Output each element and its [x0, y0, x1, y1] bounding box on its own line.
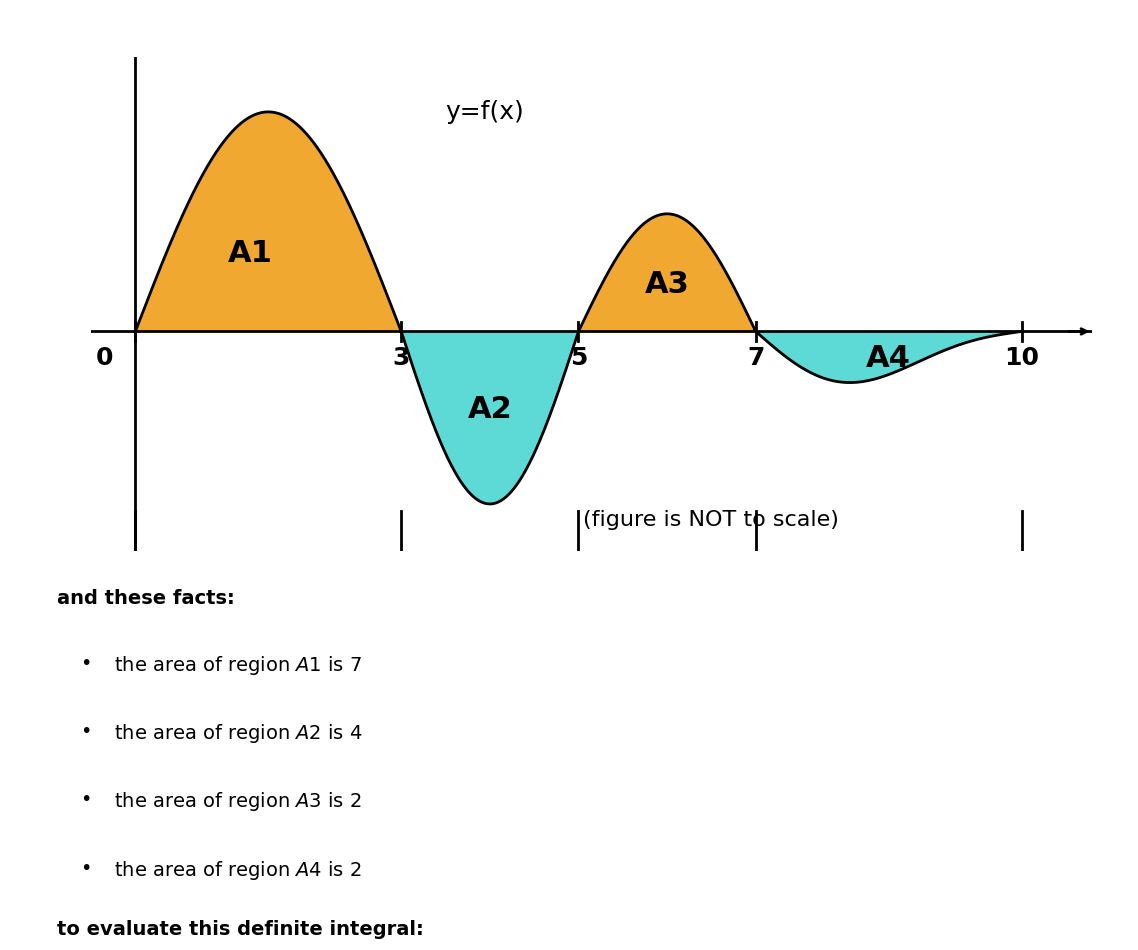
Text: the area of region $\mathit{A}3$ is 2: the area of region $\mathit{A}3$ is 2 [114, 790, 362, 813]
Text: the area of region $\mathit{A}2$ is 4: the area of region $\mathit{A}2$ is 4 [114, 722, 362, 745]
Text: •: • [80, 654, 91, 673]
Text: •: • [80, 790, 91, 809]
Text: (figure is NOT to scale): (figure is NOT to scale) [584, 509, 840, 530]
Text: 0: 0 [96, 346, 113, 370]
Text: to evaluate this definite integral:: to evaluate this definite integral: [57, 920, 423, 939]
Text: 10: 10 [1004, 346, 1039, 370]
Text: •: • [80, 859, 91, 878]
Text: A2: A2 [468, 395, 512, 425]
Text: •: • [80, 722, 91, 741]
Text: the area of region $\mathit{A}4$ is 2: the area of region $\mathit{A}4$ is 2 [114, 859, 362, 882]
Text: 5: 5 [570, 346, 587, 370]
Text: 7: 7 [747, 346, 765, 370]
Text: y=f(x): y=f(x) [446, 100, 525, 124]
Text: A4: A4 [866, 345, 912, 373]
Text: and these facts:: and these facts: [57, 589, 234, 608]
Text: A1: A1 [228, 238, 273, 268]
Text: the area of region $\mathit{A}1$ is 7: the area of region $\mathit{A}1$ is 7 [114, 654, 362, 676]
Text: 3: 3 [393, 346, 410, 370]
Text: A3: A3 [645, 270, 690, 299]
